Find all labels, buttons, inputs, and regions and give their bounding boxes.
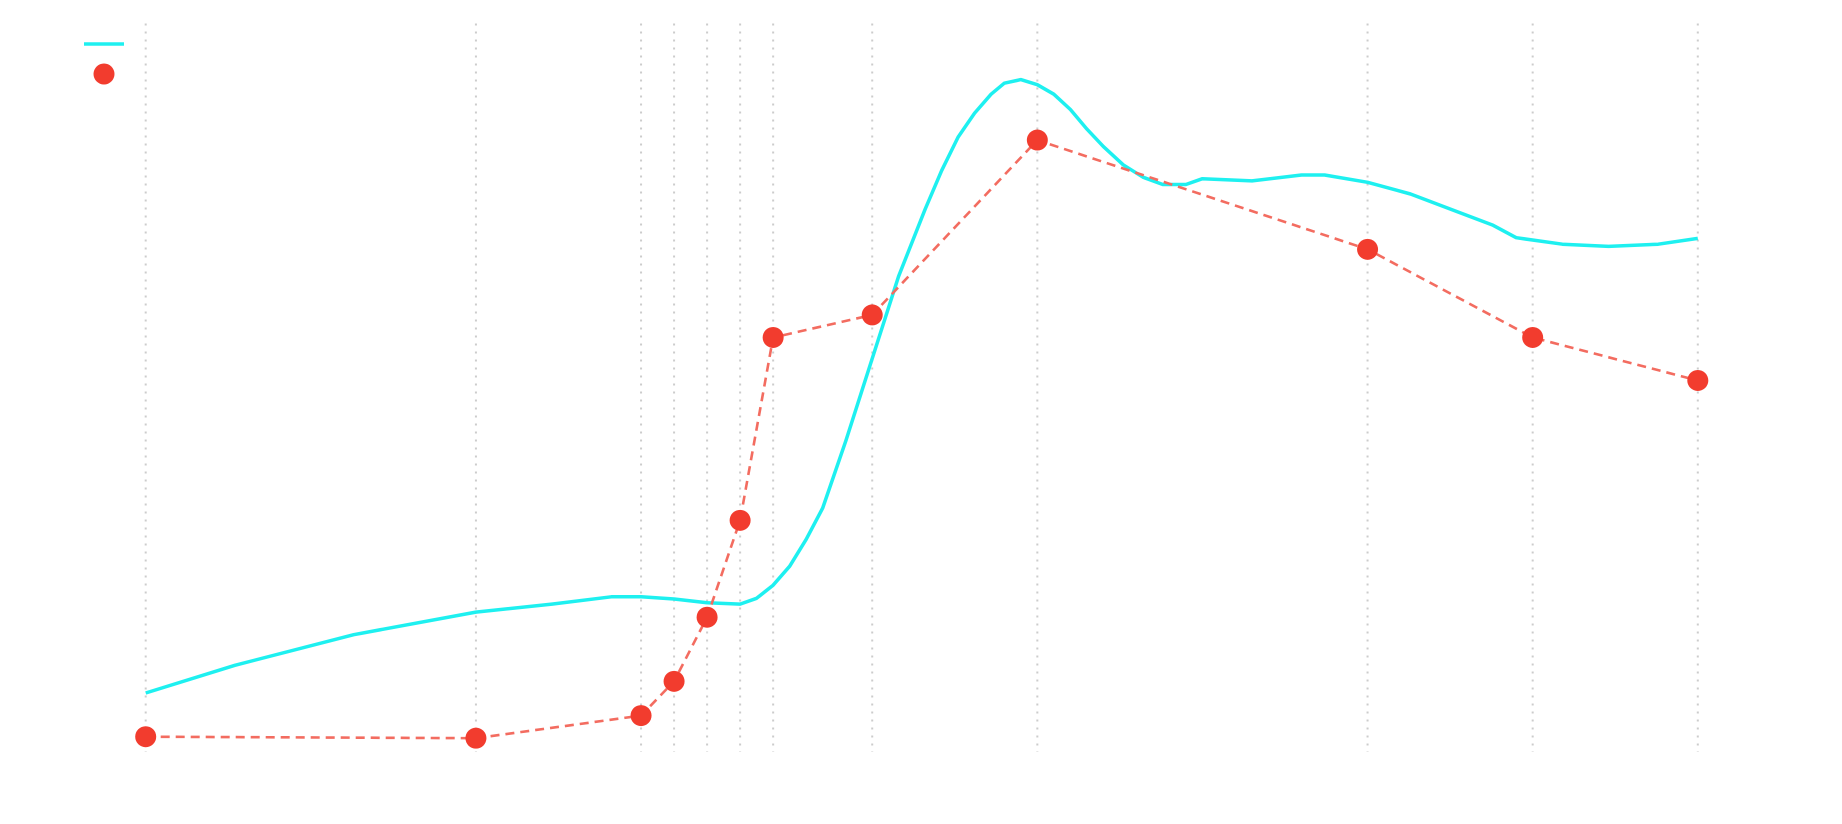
marker xyxy=(1522,326,1544,348)
marker xyxy=(1357,238,1379,260)
marker xyxy=(729,509,751,531)
marker xyxy=(630,705,652,727)
marker xyxy=(465,727,487,749)
marker xyxy=(861,304,883,326)
dashed-line xyxy=(145,138,1699,740)
marker xyxy=(1687,369,1709,391)
marker xyxy=(663,670,685,692)
line xyxy=(145,77,1699,695)
marker xyxy=(762,326,784,348)
marker xyxy=(135,726,157,748)
marker xyxy=(696,606,718,628)
marker xyxy=(1026,129,1048,151)
legend-marker xyxy=(93,63,115,85)
